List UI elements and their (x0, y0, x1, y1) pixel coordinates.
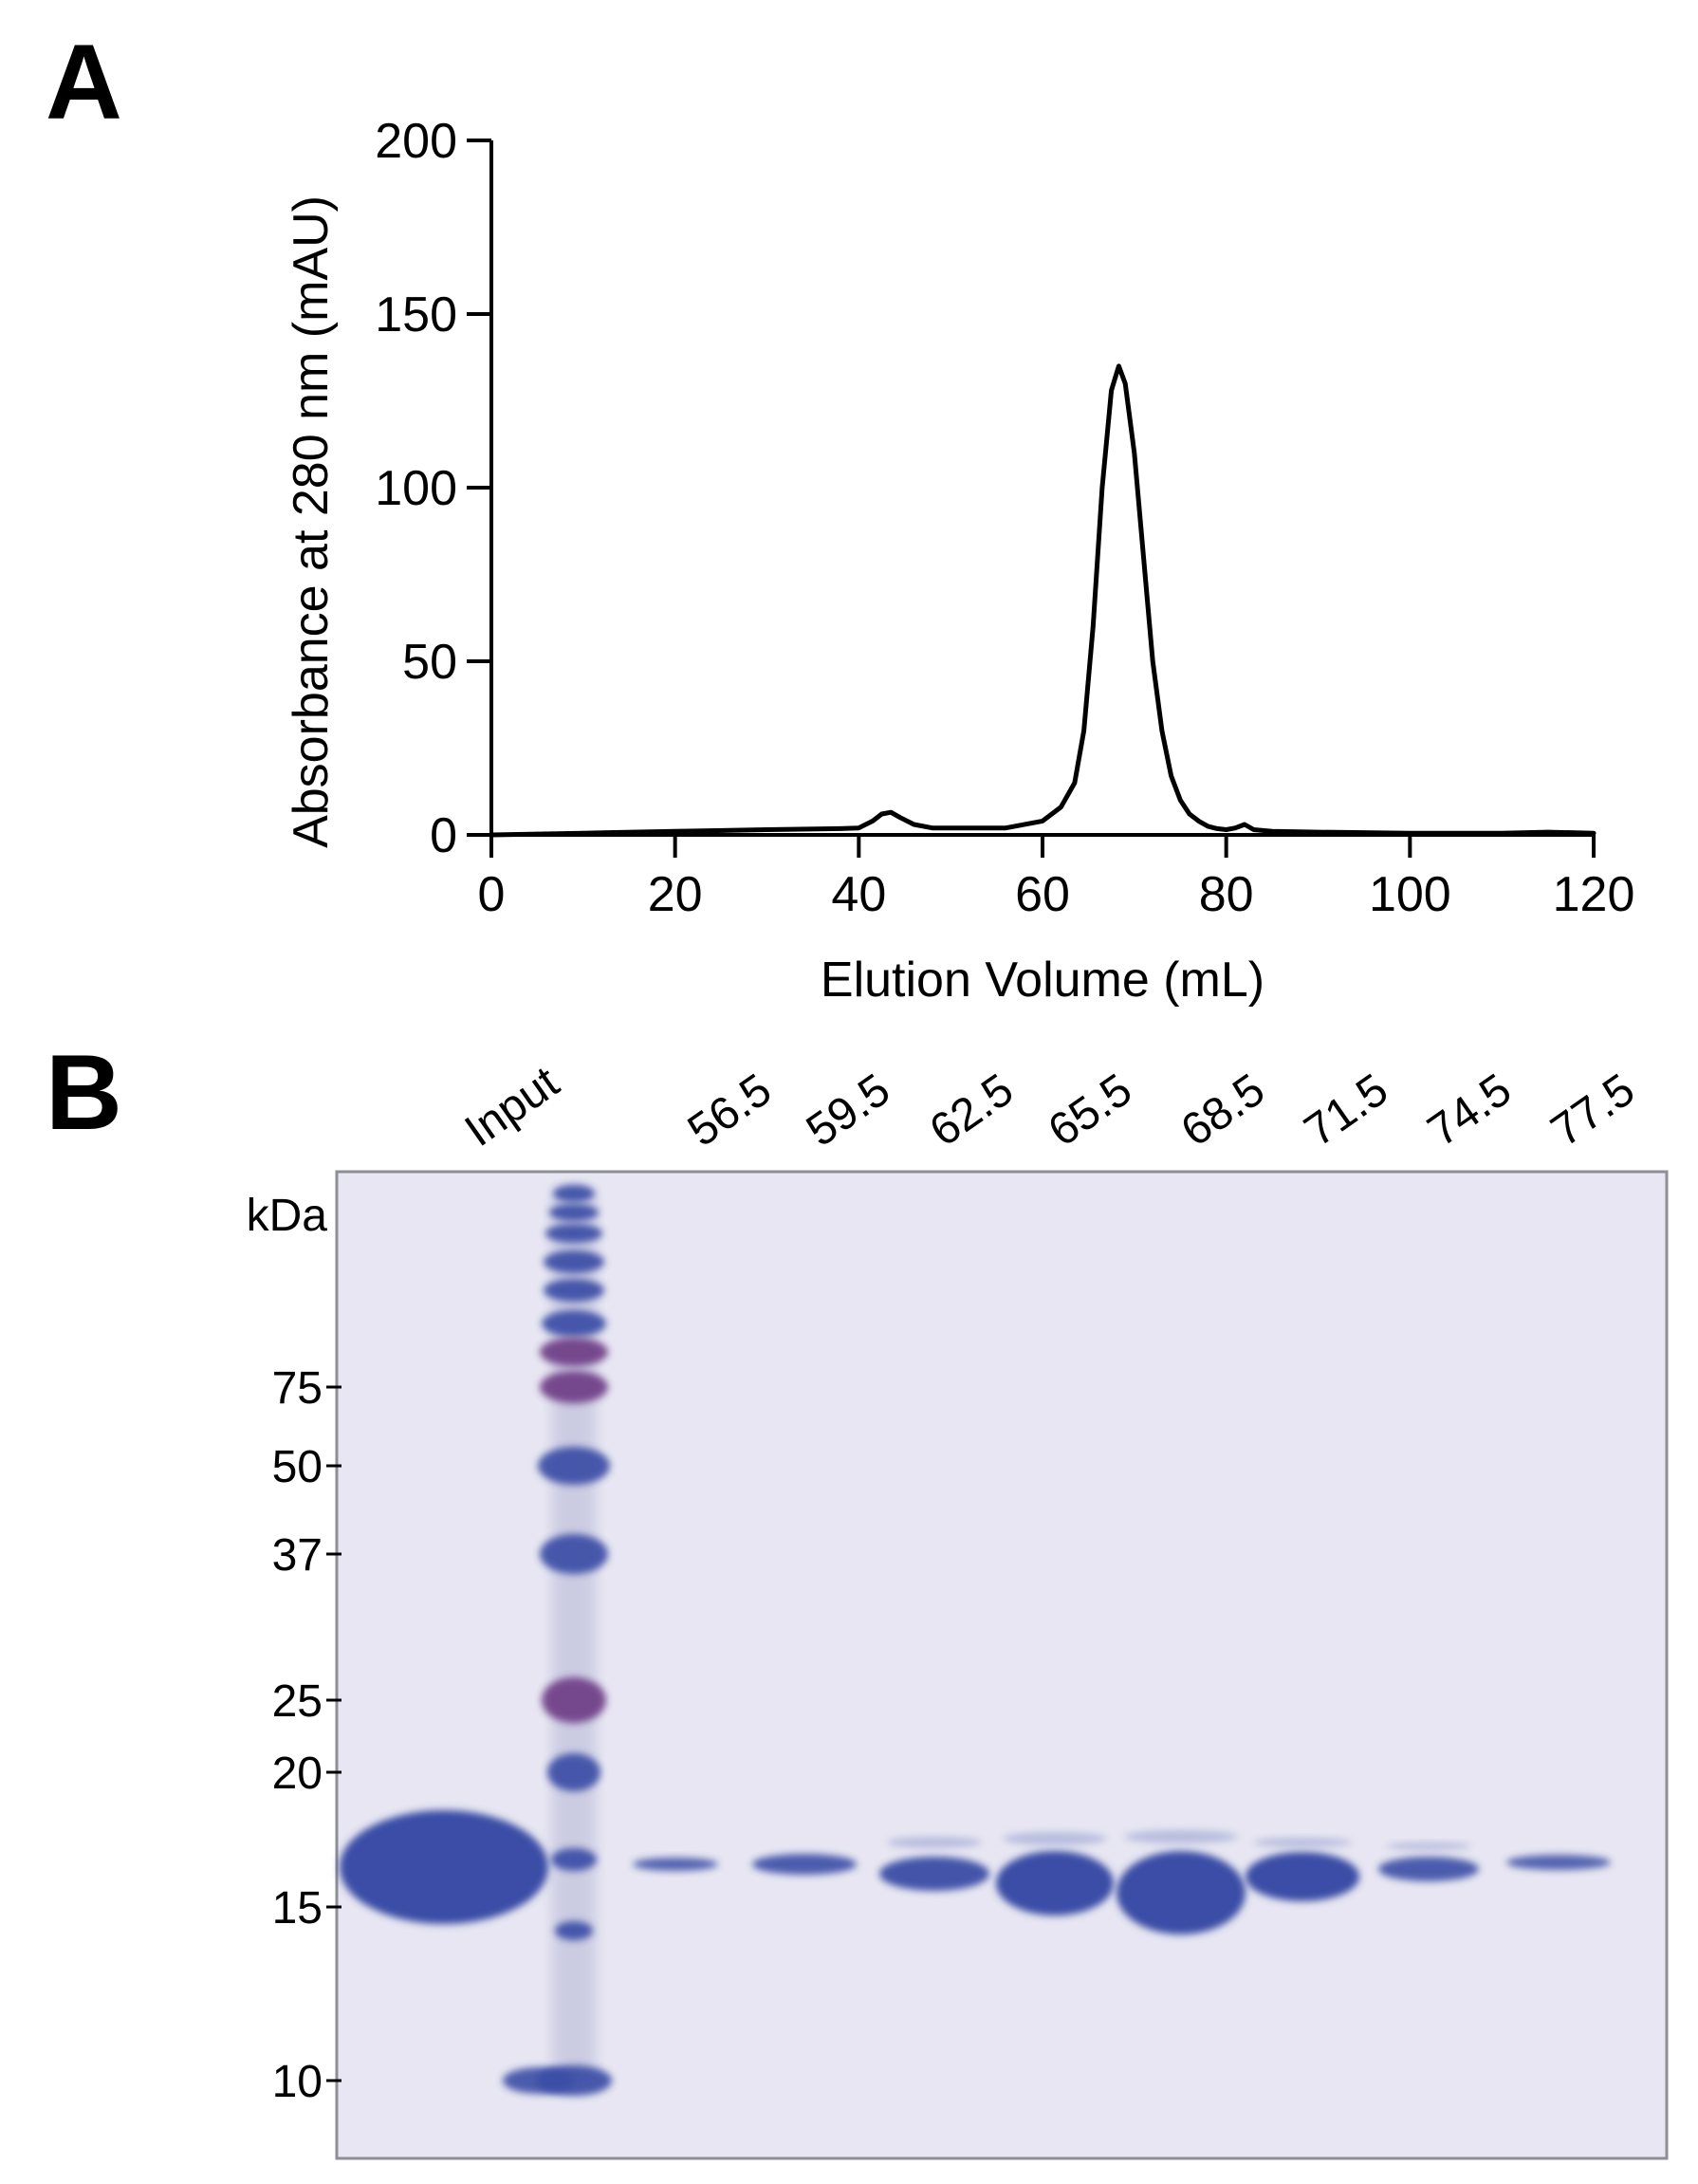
x-ticks: 0 20 40 60 80 100 120 (478, 835, 1635, 922)
panel-b-label: B (46, 1033, 122, 1152)
mw-marker-label: 15 (272, 1883, 323, 1934)
mw-marker-label: 25 (272, 1676, 323, 1727)
y-tick-label: 150 (375, 287, 457, 342)
lane-label: 74.5 (1419, 1064, 1521, 1157)
ladder-band (540, 1371, 608, 1403)
x-axis-title: Elution Volume (mL) (821, 953, 1264, 1008)
x-tick-label: 40 (831, 867, 886, 922)
gel-band (996, 1851, 1114, 1916)
lane-label: 56.5 (679, 1064, 781, 1157)
ladder-band (553, 1185, 595, 1202)
x-tick-label: 100 (1369, 867, 1451, 922)
absorbance-trace (489, 363, 1596, 838)
gel-bands (340, 1810, 1611, 1934)
lane-label: 68.5 (1172, 1064, 1274, 1157)
lane-label: 62.5 (921, 1064, 1023, 1157)
x-tick-label: 60 (1015, 867, 1070, 922)
lane-label: 77.5 (1542, 1064, 1644, 1157)
lane-labels: Input 56.5 59.5 62.5 65.5 68.5 71.5 74.5 77.5 (456, 1057, 1644, 1157)
ladder-band (540, 1338, 608, 1366)
x-tick-label: 0 (478, 867, 506, 922)
ladder-band (540, 1534, 608, 1574)
gel-band (879, 1857, 989, 1891)
lane-label: 59.5 (798, 1064, 899, 1157)
y-tick-label: 0 (430, 808, 457, 863)
mw-marker-label: 10 (272, 2057, 323, 2107)
ladder-band (542, 1310, 606, 1337)
y-tick-label: 100 (375, 461, 457, 516)
ladder-band (547, 1753, 600, 1791)
mw-marker-label: 75 (272, 1363, 323, 1414)
y-axis-title: Absorbance at 280 nm (mAU) (284, 195, 339, 848)
panel-a-label: A (46, 23, 122, 141)
x-tick-label: 20 (648, 867, 703, 922)
lane-label: 65.5 (1040, 1064, 1141, 1157)
lane-label: 71.5 (1296, 1064, 1397, 1157)
x-tick-label: 80 (1199, 867, 1254, 922)
kda-unit-label: kDa (247, 1191, 328, 1241)
gel-band (1378, 1857, 1479, 1881)
ladder-band (538, 1447, 610, 1485)
mw-markers: 75 50 37 25 20 15 10 (272, 1363, 341, 2107)
gel-band (1117, 1851, 1246, 1934)
mw-marker-label: 50 (272, 1442, 323, 1492)
lane-label: Input (456, 1057, 568, 1157)
gel-band (752, 1854, 857, 1875)
x-tick-label: 120 (1553, 867, 1635, 922)
gel-band-halo (1386, 1842, 1471, 1850)
mw-marker-label: 37 (272, 1530, 323, 1581)
ladder-band (555, 1921, 593, 1940)
chromatogram-chart: 0 50 100 150 200 0 20 40 60 80 100 120 Elution Vol… (284, 114, 1634, 1008)
gel-band-halo (1253, 1838, 1352, 1847)
protein-ladder (503, 1185, 612, 2096)
ladder-band (544, 1250, 604, 1273)
y-tick-label: 200 (375, 114, 457, 169)
y-tick-label: 50 (402, 635, 457, 690)
ladder-band (545, 1224, 602, 1243)
gel-band-halo (1124, 1830, 1238, 1843)
gel-band (633, 1858, 718, 1871)
ladder-band (549, 1204, 599, 1221)
gel-band-halo (1003, 1832, 1107, 1845)
ladder-band (503, 2067, 575, 2094)
gel-band (1246, 1852, 1359, 1901)
mw-marker-label: 20 (272, 1749, 323, 1799)
gel-background (335, 1170, 1669, 2160)
gel-band-halo (887, 1837, 982, 1848)
gel-band (340, 1810, 548, 1924)
y-ticks: 0 50 100 150 200 (375, 114, 491, 863)
ladder-band (542, 1677, 606, 1723)
ladder-band (544, 1279, 604, 1302)
ladder-band (551, 1848, 597, 1871)
sds-page-gel (335, 1170, 1669, 2160)
gel-band (1506, 1855, 1611, 1870)
